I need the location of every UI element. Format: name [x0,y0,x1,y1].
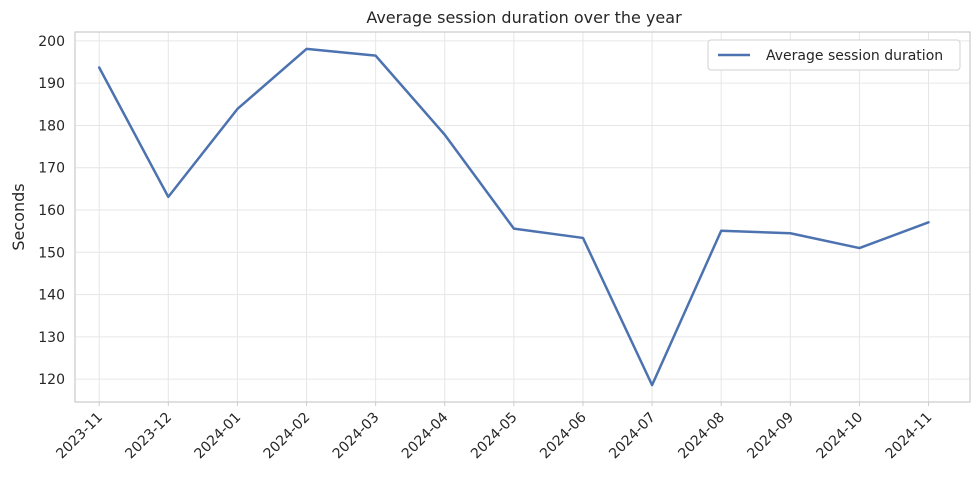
x-tick-label: 2024-02 [261,410,314,463]
y-tick-label: 190 [38,76,65,92]
x-tick-label: 2024-06 [537,409,590,462]
series-layer [97,47,930,387]
y-tick-label: 180 [38,118,65,134]
y-tick-label: 150 [38,245,65,261]
y-axis-label: Seconds [9,183,28,250]
x-axis-ticks: 2023-11 2023-12 2024-01 2024-02 2024-03 2024-… [53,402,935,462]
y-tick-label: 130 [38,330,65,346]
plot-frame [74,31,971,403]
legend-box [707,39,961,71]
grid [75,32,970,402]
x-tick-label: 2023-12 [122,410,175,463]
chart-title: Average session duration over the year [366,8,682,27]
legend-label: Average session duration [766,48,943,64]
y-tick-label: 200 [38,34,65,50]
x-tick-label: 2024-10 [814,410,867,463]
x-tick-label: 2024-08 [675,410,728,463]
x-tick-label: 2024-04 [399,409,452,462]
legend: Average session duration [707,39,961,71]
y-tick-label: 120 [38,372,65,388]
x-tick-label: 2024-03 [330,410,383,463]
y-tick-label: 170 [38,161,65,177]
y-tick-label: 140 [38,288,65,304]
x-tick-label: 2024-09 [744,410,797,463]
x-tick-label: 2024-11 [883,410,936,463]
y-axis-ticks: 120 130 140 150 160 170 180 190 200 [38,34,65,388]
x-tick-label: 2024-05 [468,410,521,463]
x-tick-label: 2024-07 [606,410,659,463]
y-tick-label: 160 [38,203,65,219]
x-tick-label: 2024-01 [192,410,245,463]
x-tick-label: 2023-11 [53,410,106,463]
series-line [97,47,930,387]
